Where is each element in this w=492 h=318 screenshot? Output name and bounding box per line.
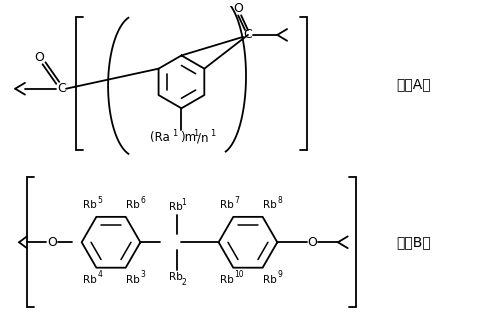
Text: 7: 7 bbox=[234, 196, 239, 204]
Text: O: O bbox=[233, 2, 243, 15]
Text: /n: /n bbox=[197, 131, 209, 144]
Text: Rb: Rb bbox=[263, 274, 277, 285]
Text: 1: 1 bbox=[172, 129, 177, 138]
Text: Rb: Rb bbox=[169, 273, 183, 282]
Text: 2: 2 bbox=[181, 278, 186, 287]
Text: C: C bbox=[244, 28, 252, 41]
Text: Rb: Rb bbox=[83, 200, 96, 210]
Text: Rb: Rb bbox=[125, 200, 139, 210]
Text: Rb: Rb bbox=[219, 274, 233, 285]
Text: 3: 3 bbox=[140, 270, 145, 279]
Text: Rb: Rb bbox=[169, 202, 183, 212]
Text: O: O bbox=[34, 51, 45, 64]
Text: 式（B）: 式（B） bbox=[397, 235, 431, 249]
Text: 1: 1 bbox=[181, 198, 186, 207]
Text: Rb: Rb bbox=[125, 274, 139, 285]
Text: 1: 1 bbox=[193, 129, 198, 138]
Text: Rb: Rb bbox=[263, 200, 277, 210]
Text: O: O bbox=[47, 236, 57, 249]
Text: 式（A）: 式（A） bbox=[397, 77, 431, 91]
Text: )m: )m bbox=[181, 131, 197, 144]
Text: Rb: Rb bbox=[83, 274, 96, 285]
Text: 8: 8 bbox=[277, 196, 282, 204]
Text: Rb: Rb bbox=[219, 200, 233, 210]
Text: (Ra: (Ra bbox=[150, 131, 170, 144]
Text: 6: 6 bbox=[140, 196, 145, 204]
Text: 10: 10 bbox=[234, 270, 244, 279]
Text: 1: 1 bbox=[210, 129, 215, 138]
Text: O: O bbox=[308, 236, 317, 249]
Text: 4: 4 bbox=[97, 270, 102, 279]
Text: 5: 5 bbox=[97, 196, 102, 204]
Text: C: C bbox=[57, 82, 65, 95]
Text: 9: 9 bbox=[277, 270, 282, 279]
